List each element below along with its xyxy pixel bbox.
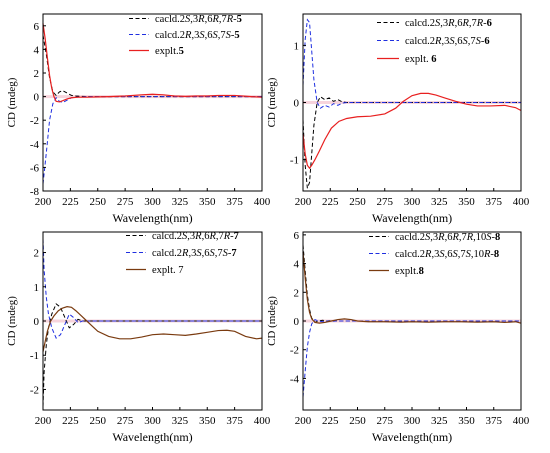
series-line-3 bbox=[302, 92, 522, 170]
y-tick-label: -2 bbox=[290, 345, 299, 357]
legend-entry-label: explt.5 bbox=[155, 46, 184, 57]
y-tick-label: 4 bbox=[34, 44, 40, 56]
x-tick-label: 375 bbox=[226, 196, 243, 208]
x-tick-label: 200 bbox=[295, 415, 312, 427]
x-tick-label: 325 bbox=[431, 196, 448, 208]
x-axis-label: Wavelength(nm) bbox=[112, 211, 192, 225]
legend-entry-label: calcd.2R,3S,6S,7S-7 bbox=[152, 248, 237, 259]
y-tick-label: 6 bbox=[34, 21, 40, 33]
x-tick-label: 275 bbox=[117, 196, 134, 208]
x-tick-label: 325 bbox=[172, 415, 189, 427]
y-tick-label: 0 bbox=[34, 92, 40, 104]
y-tick-label: -2 bbox=[30, 115, 39, 127]
x-tick-label: 325 bbox=[431, 415, 448, 427]
legend: calcd.2S,3R,6R,7R-6 calcd.2R,3S,6S,7S-6 ex… bbox=[377, 18, 492, 65]
series-line-3 bbox=[302, 252, 522, 324]
legend: calcd.2S,3R,6R,7R-7 calcd.2R,3S,6S,7S-7 ex… bbox=[126, 231, 239, 276]
legend-entry-label: explt.8 bbox=[395, 266, 424, 277]
legend-entry-label: calcd.2S,3R,6R,7R-7 bbox=[152, 231, 239, 242]
y-tick-label: -1 bbox=[290, 155, 299, 167]
y-axis-label: CD (mdeg) bbox=[6, 296, 18, 346]
y-tick-label: 2 bbox=[34, 68, 40, 80]
series-line-2 bbox=[42, 238, 262, 339]
x-axis-label: Wavelength(nm) bbox=[112, 430, 192, 444]
series-line-3 bbox=[42, 23, 263, 103]
x-tick-label: 200 bbox=[35, 196, 52, 208]
x-tick-label: 375 bbox=[486, 196, 503, 208]
y-tick-label: 6 bbox=[294, 230, 300, 242]
y-tick-label: -4 bbox=[290, 373, 300, 385]
series-line-2 bbox=[42, 96, 262, 184]
y-tick-label: 0 bbox=[294, 316, 300, 328]
panel-c: -2 -1 0 1 2 200 225 250 275 300 325 350 375 400 Wavel… bbox=[6, 231, 271, 444]
x-tick-label: 200 bbox=[295, 196, 312, 208]
legend-entry-label: cacld.2S,3R,6R,7R,10S-8 bbox=[395, 232, 500, 243]
series-line-2 bbox=[302, 18, 521, 109]
x-tick-label: 225 bbox=[62, 415, 79, 427]
x-axis-label: Wavelength(nm) bbox=[372, 430, 452, 444]
x-tick-label: 200 bbox=[35, 415, 52, 427]
x-tick-label: 275 bbox=[377, 196, 394, 208]
y-tick-label: -2 bbox=[30, 384, 39, 396]
legend-entry-label: cacld.2S,3R,6R,7R-5 bbox=[155, 14, 242, 25]
series-line-2 bbox=[302, 318, 521, 398]
x-tick-label: 375 bbox=[226, 415, 243, 427]
legend-entry-label: calcd.2R,3S,6S,7S,10R-8 bbox=[395, 249, 499, 260]
y-tick-label: 4 bbox=[294, 259, 300, 271]
x-tick-label: 225 bbox=[62, 196, 79, 208]
panel-b: -1 0 1 200 225 250 275 300 325 350 375 400 Waveleng… bbox=[266, 13, 530, 225]
x-tick-label: 300 bbox=[404, 196, 421, 208]
y-tick-label: -4 bbox=[30, 139, 40, 151]
x-tick-label: 350 bbox=[199, 415, 216, 427]
x-tick-label: 400 bbox=[254, 415, 271, 427]
series-line-1 bbox=[42, 35, 262, 98]
legend-entry-label: calcd.2S,3R,6R,7R-6 bbox=[405, 18, 492, 29]
x-tick-label: 250 bbox=[90, 415, 107, 427]
series-line-1 bbox=[42, 303, 262, 407]
x-tick-label: 400 bbox=[254, 196, 271, 208]
y-tick-label: -6 bbox=[30, 162, 40, 174]
y-axis-label: CD (mdeg) bbox=[266, 296, 278, 346]
x-tick-label: 250 bbox=[90, 196, 107, 208]
x-tick-label: 350 bbox=[458, 415, 475, 427]
y-axis-label: CD (mdeg) bbox=[6, 77, 18, 127]
y-tick-label: 0 bbox=[294, 98, 300, 110]
legend: cacld.2S,3R,6R,7R-5 calcd.2R,3S,6S,7S-5 ex… bbox=[129, 14, 242, 57]
y-tick-label: -8 bbox=[30, 186, 40, 198]
y-tick-label: -1 bbox=[30, 350, 39, 362]
x-tick-label: 250 bbox=[349, 415, 366, 427]
legend-entry-label: calcd.2R,3S,6S,7S-6 bbox=[405, 36, 490, 47]
y-tick-label: 2 bbox=[294, 287, 300, 299]
x-tick-label: 400 bbox=[513, 196, 530, 208]
x-tick-label: 275 bbox=[117, 415, 134, 427]
x-tick-label: 325 bbox=[172, 196, 189, 208]
x-tick-label: 300 bbox=[144, 196, 161, 208]
x-axis-label: Wavelength(nm) bbox=[372, 211, 452, 225]
x-tick-label: 225 bbox=[322, 415, 339, 427]
legend: cacld.2S,3R,6R,7R,10S-8 calcd.2R,3S,6S,7S… bbox=[369, 232, 500, 277]
y-axis-label: CD (mdeg) bbox=[266, 77, 278, 127]
legend-entry-label: explt. 7 bbox=[152, 265, 184, 276]
x-tick-label: 350 bbox=[199, 196, 216, 208]
series-line-3 bbox=[42, 306, 263, 352]
panel-d: -4 -2 0 2 4 6 200 225 250 275 300 325 350 375 400 Wave… bbox=[266, 230, 530, 444]
x-tick-label: 225 bbox=[322, 196, 339, 208]
x-tick-label: 350 bbox=[458, 196, 475, 208]
y-tick-label: 1 bbox=[294, 40, 300, 52]
x-tick-label: 300 bbox=[404, 415, 421, 427]
x-tick-label: 375 bbox=[486, 415, 503, 427]
legend-entry-label: calcd.2R,3S,6S,7S-5 bbox=[155, 30, 240, 41]
y-tick-label: 2 bbox=[34, 248, 40, 260]
y-tick-label: 1 bbox=[34, 282, 40, 294]
x-tick-label: 300 bbox=[144, 415, 161, 427]
x-tick-label: 275 bbox=[377, 415, 394, 427]
legend-entry-label: explt. 6 bbox=[405, 54, 437, 65]
x-tick-label: 250 bbox=[349, 196, 366, 208]
series-line-1 bbox=[302, 96, 521, 189]
y-tick-label: 0 bbox=[34, 316, 40, 328]
x-tick-label: 400 bbox=[513, 415, 530, 427]
